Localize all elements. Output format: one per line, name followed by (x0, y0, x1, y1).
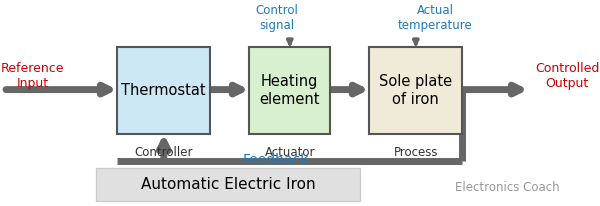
Text: Sole plate
of iron: Sole plate of iron (379, 74, 452, 107)
Text: Electronics Coach: Electronics Coach (455, 181, 559, 194)
Text: Heating
element: Heating element (259, 74, 320, 107)
FancyBboxPatch shape (96, 168, 360, 201)
Text: Process: Process (394, 146, 438, 159)
FancyBboxPatch shape (249, 47, 330, 134)
Text: Controller: Controller (134, 146, 193, 159)
Text: Actual
temperature: Actual temperature (398, 4, 472, 32)
Text: Automatic Electric Iron: Automatic Electric Iron (140, 177, 316, 192)
Text: Control
signal: Control signal (256, 4, 299, 32)
Text: Controlled
Output: Controlled Output (535, 62, 599, 90)
Text: Reference
Input: Reference Input (1, 62, 65, 90)
FancyBboxPatch shape (117, 47, 210, 134)
FancyBboxPatch shape (369, 47, 462, 134)
Text: Actuator: Actuator (265, 146, 315, 159)
Text: Thermostat: Thermostat (121, 83, 206, 98)
Text: Feedback: Feedback (243, 153, 309, 167)
